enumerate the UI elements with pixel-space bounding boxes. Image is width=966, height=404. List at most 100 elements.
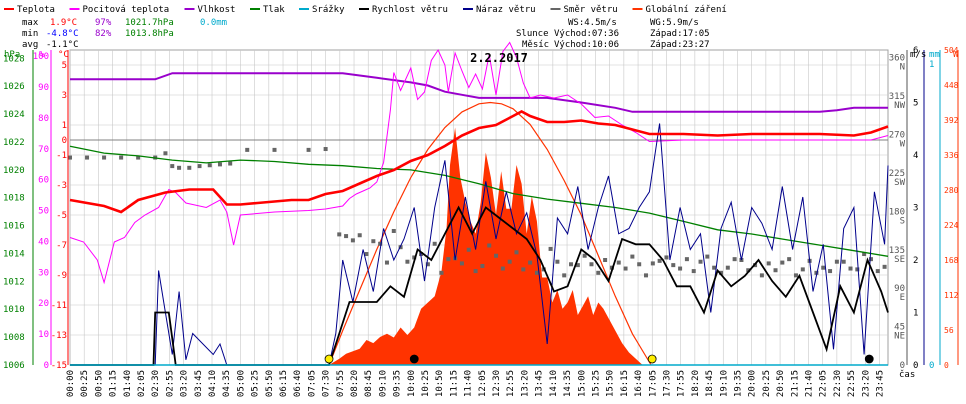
wind-speed-line — [70, 205, 889, 366]
wind-direction-point — [163, 151, 168, 156]
humidity-tick-label: 10 — [38, 330, 49, 340]
x-tick-label: 09:10 — [378, 370, 388, 397]
x-tick-label: 13:45 — [535, 370, 545, 397]
wind-direction-point — [245, 147, 250, 152]
moon-marker: Západ měsíce — [864, 354, 874, 364]
wind-direction-point — [68, 155, 72, 160]
solar-tick-label: 504 — [944, 46, 959, 55]
temperature-tick-label: -3 — [56, 181, 67, 191]
wind-direction-point — [848, 266, 853, 271]
wind-direction-point — [197, 164, 202, 169]
x-tick-label: 16:40 — [634, 370, 644, 397]
solar-tick-label: 392 — [944, 116, 959, 125]
pressure-axis-unit: hPa — [4, 50, 20, 60]
temperature-tick-label: 3 — [62, 91, 67, 101]
x-tick-label: 04:10 — [208, 370, 218, 397]
x-tick-label: 05:00 — [236, 370, 246, 397]
wind-direction-point — [371, 239, 376, 244]
x-tick-label: 14:35 — [563, 370, 573, 397]
temperature-tick-label: -7 — [56, 241, 67, 251]
x-tick-label: 18:20 — [691, 370, 701, 397]
wind-direction-point — [766, 261, 771, 266]
temperature-axis-unit: °C — [58, 50, 69, 60]
sun-set: Západ:17:05 — [650, 29, 710, 39]
x-tick-label: 09:35 — [393, 370, 403, 397]
wind-direction-point — [398, 245, 403, 250]
wind-direction-tick-label: S — [900, 216, 905, 226]
moon-set: Západ:23:27 — [650, 40, 710, 50]
x-tick-label: 23:20 — [861, 370, 871, 397]
wind-direction-point — [793, 273, 798, 278]
wind-speed-tick-label: 2 — [913, 256, 918, 266]
wind-direction-point — [378, 241, 383, 246]
x-tick-label: 00:00 — [66, 370, 76, 397]
x-tick-label: 03:20 — [180, 370, 190, 397]
wind-direction-point — [500, 266, 505, 271]
wind-speed-tick-label: 1 — [913, 309, 918, 319]
temperature-tick-label: -15 — [51, 361, 67, 371]
wind-direction-point — [534, 270, 539, 275]
wind-direction-point — [684, 257, 689, 262]
wind-direction-point — [102, 155, 107, 160]
x-tick-label: 15:50 — [606, 370, 616, 397]
sun-marker: Východ slunce — [324, 354, 334, 364]
wind-direction-tick-label: SE — [894, 255, 905, 265]
wind-speed-tick-label: 6 — [913, 46, 918, 56]
x-tick-label: 07:55 — [336, 370, 346, 397]
wind-direction-tick-label: W — [900, 140, 906, 150]
x-tick-label: 00:50 — [94, 370, 104, 397]
humidity-tick-label: 80 — [38, 114, 49, 124]
humidity-tick-label: 50 — [38, 207, 49, 217]
wind-direction-point — [603, 258, 608, 262]
temperature-tick-label: 0 — [62, 136, 67, 146]
wind-direction-point — [746, 268, 751, 273]
humidity-tick-label: 40 — [38, 237, 49, 247]
temperature-tick-label: -1 — [56, 151, 67, 161]
solar-radiation-area — [329, 127, 643, 365]
x-tick-label: 19:35 — [733, 370, 743, 397]
wind-direction-point — [691, 269, 696, 274]
wind-direction-point — [862, 252, 867, 257]
rain-tick-label: 0 — [929, 361, 934, 371]
pressure-tick-label: 1024 — [3, 110, 25, 120]
x-tick-label: 20:25 — [762, 370, 772, 397]
time-axis-label: čas — [899, 369, 915, 380]
wind-direction-point — [705, 254, 710, 259]
wind-direction-point — [439, 270, 444, 275]
legend-label: Tlak — [263, 5, 285, 15]
humidity-tick-label: 20 — [38, 299, 49, 309]
x-tick-label: 11:15 — [449, 370, 459, 397]
wind-direction-point — [800, 267, 805, 272]
solar-tick-label: 336 — [944, 151, 959, 160]
rain-axis-unit: mm — [929, 50, 940, 60]
solar-tick-label: 112 — [944, 291, 959, 300]
legend-label: Srážky — [312, 5, 345, 15]
humidity-tick-label: 90 — [38, 83, 49, 93]
x-tick-label: 23:45 — [875, 370, 885, 397]
wind-direction-tick-label: NE — [894, 332, 905, 342]
wind-direction-point — [459, 261, 464, 266]
x-tick-label: 12:30 — [492, 370, 502, 397]
wind-direction-point — [119, 155, 124, 160]
x-tick-label: 17:55 — [677, 370, 687, 397]
x-tick-label: 06:15 — [279, 370, 289, 397]
wind-direction-point — [466, 247, 471, 252]
wind-speed-axis-unit: m/s — [910, 50, 926, 60]
wind-direction-point — [494, 253, 499, 258]
x-tick-label: 06:40 — [293, 370, 303, 397]
wind-direction-point — [350, 238, 355, 243]
wind-direction-point — [712, 265, 717, 270]
wind-speed-tick-label: 4 — [913, 151, 918, 161]
wind-direction-point — [177, 165, 182, 170]
wind-direction-point — [323, 147, 328, 152]
stats-avg-label: avg — [22, 40, 38, 50]
pressure-tick-label: 1014 — [3, 249, 25, 259]
wind-direction-point — [875, 269, 880, 274]
wind-direction-tick-label: 360 — [889, 54, 905, 64]
wind-direction-point — [446, 257, 451, 262]
wind-direction-point — [170, 164, 175, 169]
wind-direction-point — [344, 234, 349, 239]
wind-direction-point — [644, 273, 649, 278]
x-tick-label: 21:40 — [804, 370, 814, 397]
stats-min-pressure: 1013.8hPa — [125, 29, 174, 39]
